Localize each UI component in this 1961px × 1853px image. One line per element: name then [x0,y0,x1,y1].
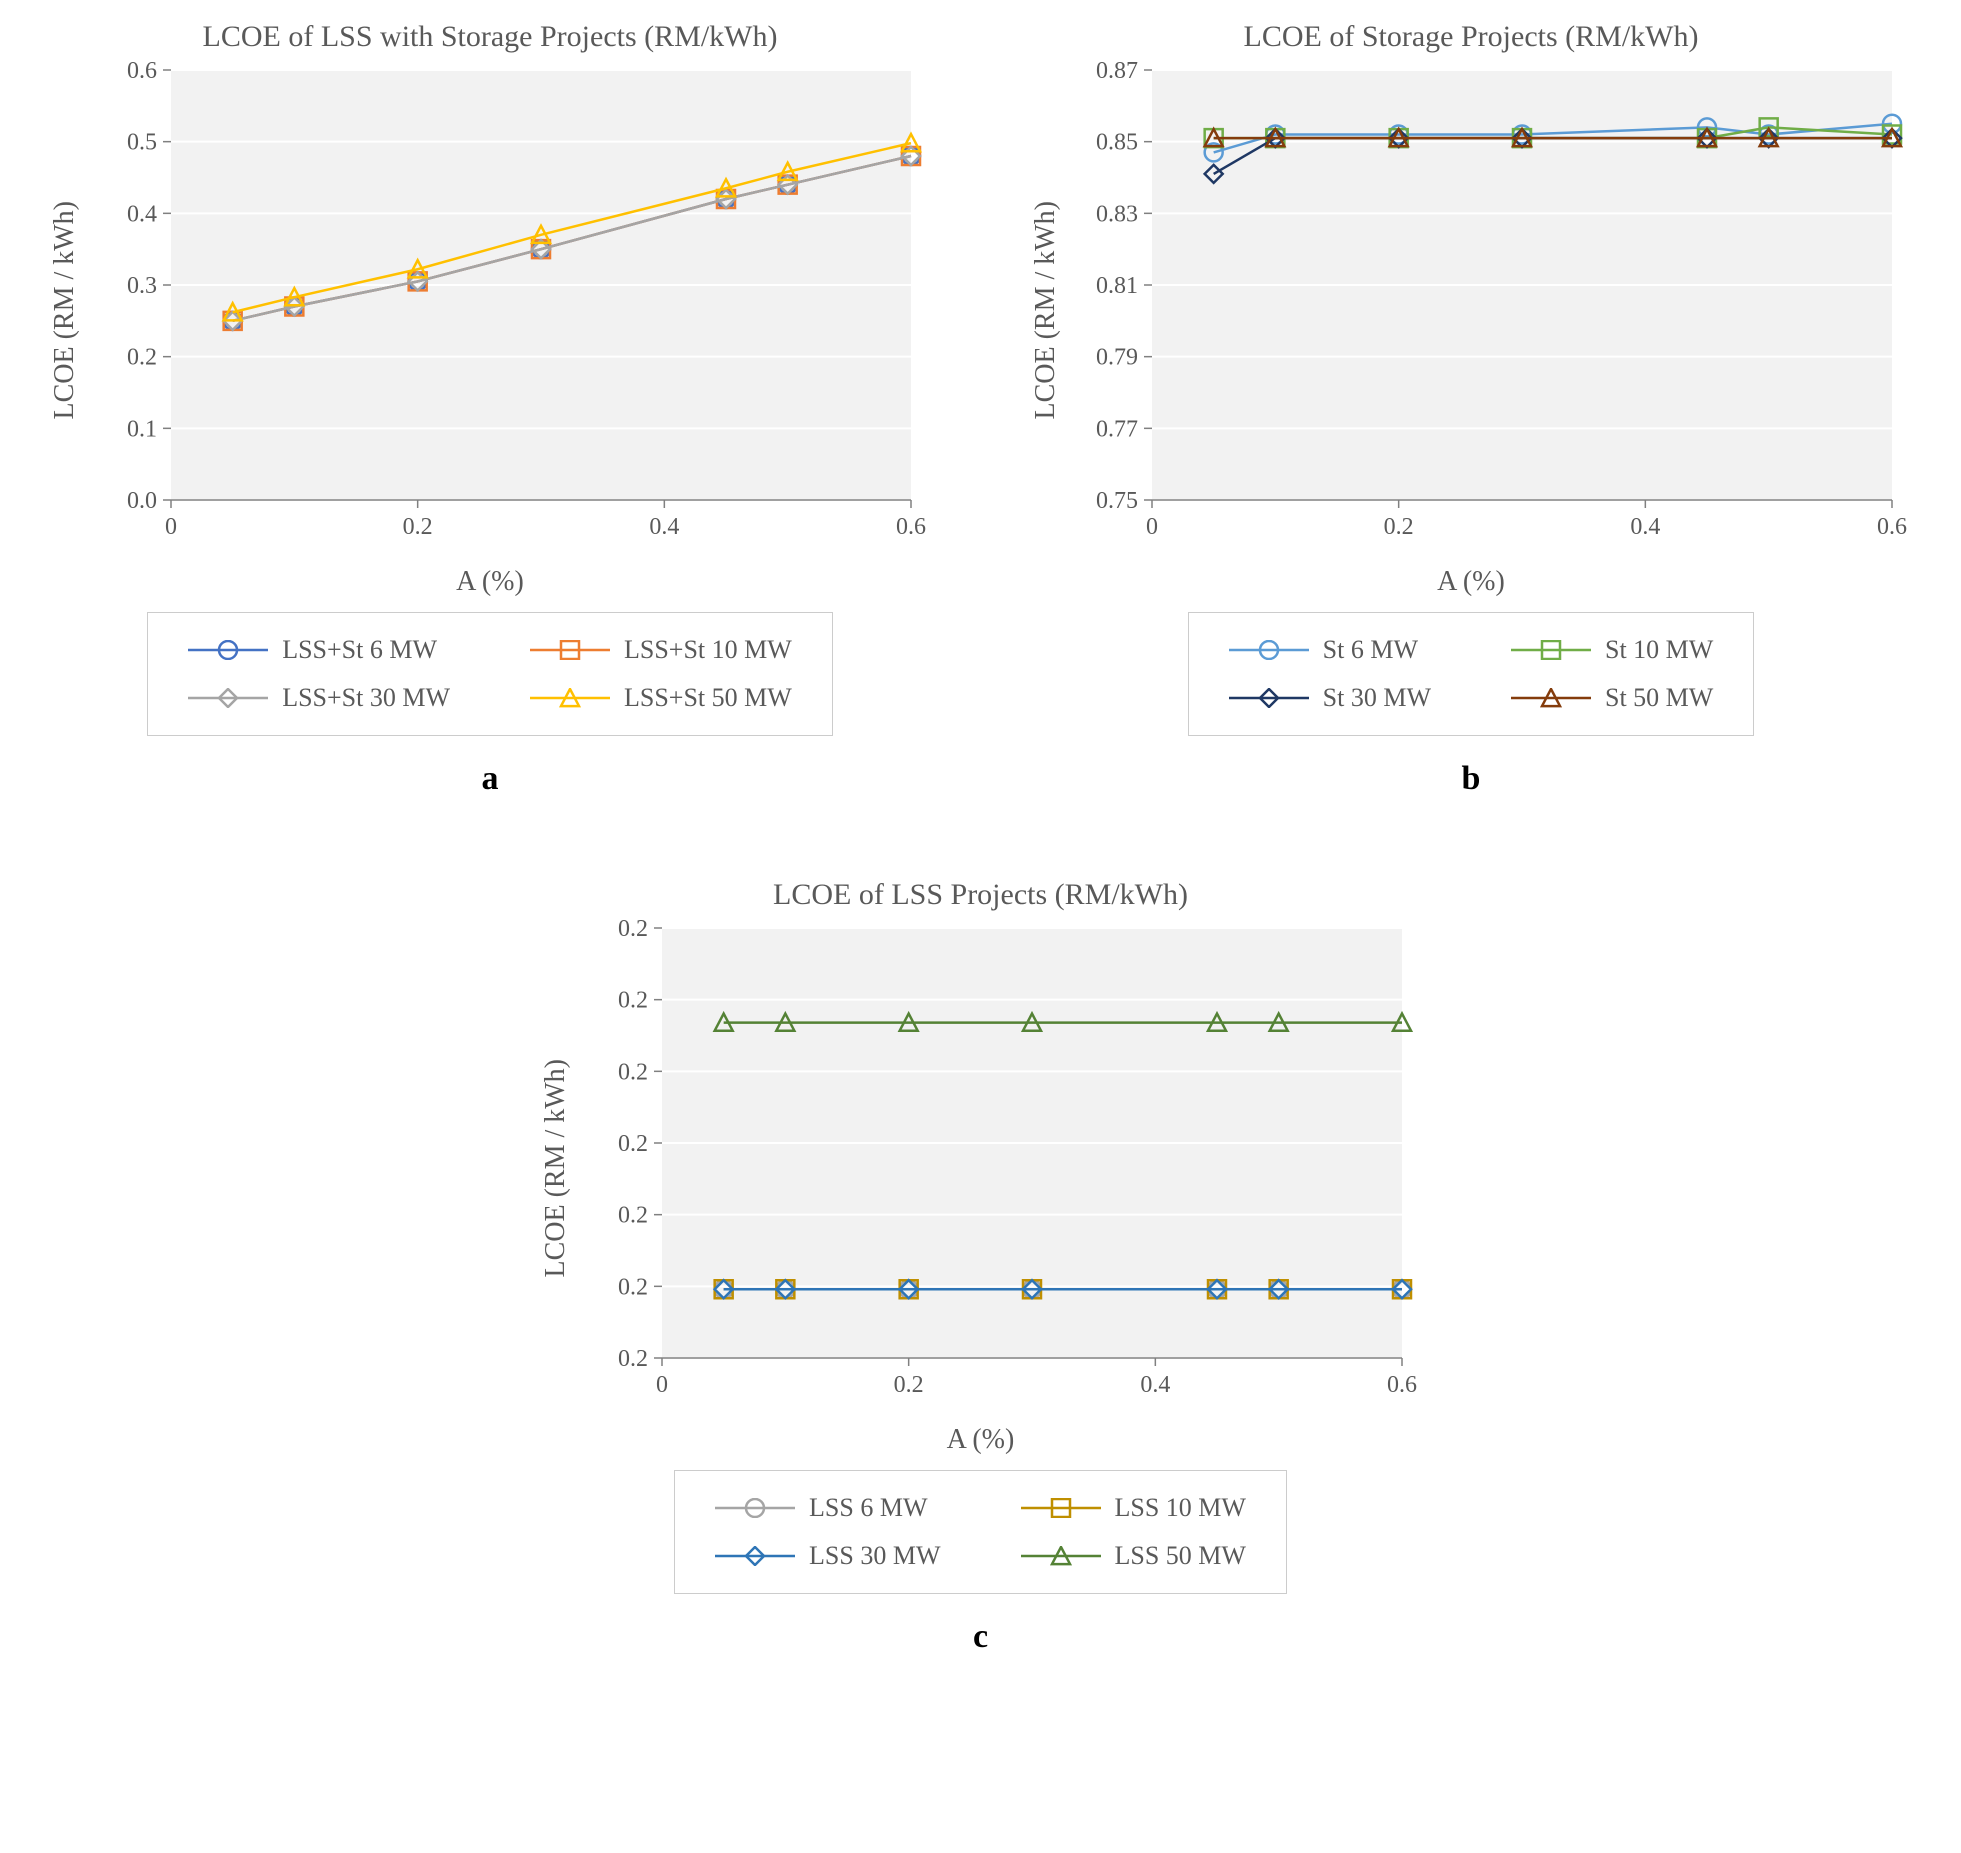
ylabel: LCOE (RM / kWh) [1030,201,1062,420]
ytick-label: 0.5 [127,130,157,156]
xtick-label: 0 [1146,514,1158,540]
ylabel: LCOE (RM / kWh) [49,201,81,420]
subplot-letter: b [1462,760,1481,798]
legend-swatch [1021,1498,1101,1518]
xlabel: A (%) [1437,566,1505,598]
chart-plot: 0.2 0.2 0.2 0.2 0.2 0.2 0.2 0 0.2 0.4 0.6 [582,918,1422,1418]
legend-label: LSS+St 50 MW [624,683,792,713]
legend-item: St 50 MW [1511,683,1713,713]
legend-label: St 50 MW [1605,683,1713,713]
legend-item: St 6 MW [1229,635,1431,665]
legend-label: St 30 MW [1323,683,1431,713]
ytick-label: 0.85 [1096,130,1138,156]
legend-item: LSS+St 30 MW [188,683,450,713]
xtick-label: 0.4 [649,514,679,540]
legend-swatch [1229,640,1309,660]
xtick-label: 0.6 [896,514,926,540]
ylabel: LCOE (RM / kWh) [540,1059,572,1278]
legend-swatch [1021,1546,1101,1566]
legend-label: LSS+St 6 MW [282,635,437,665]
legend-label: LSS+St 30 MW [282,683,450,713]
subplot-letter: c [973,1618,988,1656]
subplot-letter: a [482,760,499,798]
legend-swatch [715,1498,795,1518]
ytick-label: 0.6 [127,60,157,84]
xtick-label: 0.2 [893,1372,923,1398]
panel-b: LCOE of Storage Projects (RM/kWh) LCOE (R… [1001,20,1941,798]
xlabel: A (%) [456,566,524,598]
legend-item: LSS 30 MW [715,1541,940,1571]
ytick-label: 0.2 [127,345,157,371]
legend-item: LSS+St 50 MW [530,683,792,713]
chart-title: LCOE of LSS with Storage Projects (RM/kW… [203,20,778,54]
legend-swatch [188,688,268,708]
xtick-label: 0.2 [1384,514,1414,540]
legend-swatch [530,640,610,660]
chart-title: LCOE of LSS Projects (RM/kWh) [773,878,1188,912]
legend: LSS+St 6 MW LSS+St 10 MW LSS+St 30 MW LSS+S… [147,612,833,736]
legend-swatch [188,640,268,660]
legend-item: LSS 6 MW [715,1493,940,1523]
ytick-label: 0.4 [127,201,157,227]
ytick-label: 0.2 [618,1346,648,1372]
legend-item: St 10 MW [1511,635,1713,665]
plot-wrap: LCOE (RM / kWh)0.750.770.790.810.830.850… [1030,60,1912,560]
panel-c: LCOE of LSS Projects (RM/kWh) LCOE (RM / … [511,878,1451,1656]
legend-item: LSS+St 10 MW [530,635,792,665]
xtick-label: 0.6 [1387,1372,1417,1398]
legend-item: LSS 10 MW [1021,1493,1246,1523]
top-row: LCOE of LSS with Storage Projects (RM/kW… [20,20,1941,798]
plot-wrap: LCOE (RM / kWh)0.20.20.20.20.20.20.200.2… [540,918,1422,1418]
legend: St 6 MW St 10 MW St 30 MW St 50 MW [1188,612,1755,736]
ytick-label: 0.77 [1096,416,1138,442]
legend-label: St 6 MW [1323,635,1418,665]
legend-label: LSS+St 10 MW [624,635,792,665]
legend-swatch [715,1546,795,1566]
xtick-label: 0.6 [1877,514,1907,540]
ytick-label: 0.2 [618,1059,648,1085]
ytick-label: 0.83 [1096,201,1138,227]
ytick-label: 0.2 [618,988,648,1014]
chart-plot: 0.0 0.1 0.2 0.3 0.4 0.5 0.6 0 0.2 0.4 0.6 [91,60,931,560]
plot-wrap: LCOE (RM / kWh) 0.0 0.1 0.2 0.3 0.4 0.5 0.6 0 0.2… [49,60,931,560]
legend-swatch [1511,640,1591,660]
xtick-label: 0.2 [403,514,433,540]
legend-label: LSS 6 MW [809,1493,927,1523]
legend-label: St 10 MW [1605,635,1713,665]
xtick-label: 0.4 [1140,1372,1170,1398]
chart-plot: 0.75 0.77 0.79 0.81 0.83 0.85 0.87 0 0.2 0.4 0.6 [1072,60,1912,560]
xtick-label: 0 [165,514,177,540]
ytick-label: 0.79 [1096,345,1138,371]
ytick-label: 0.2 [618,1203,648,1229]
legend-swatch [1229,688,1309,708]
legend: LSS 6 MW LSS 10 MW LSS 30 MW LSS 50 MW [674,1470,1287,1594]
panel-a: LCOE of LSS with Storage Projects (RM/kW… [20,20,960,798]
legend-swatch [1511,688,1591,708]
legend-item: St 30 MW [1229,683,1431,713]
xtick-label: 0 [656,1372,668,1398]
ytick-label: 0.87 [1096,60,1138,84]
legend-label: LSS 10 MW [1115,1493,1246,1523]
ytick-label: 0.2 [618,1131,648,1157]
ytick-label: 0.81 [1096,273,1138,299]
ytick-label: 0.2 [618,918,648,942]
ytick-label: 0.75 [1096,488,1138,514]
ytick-label: 0.1 [127,416,157,442]
legend-swatch [530,688,610,708]
legend-item: LSS 50 MW [1021,1541,1246,1571]
ytick-label: 0.0 [127,488,157,514]
xtick-label: 0.4 [1630,514,1660,540]
chart-title: LCOE of Storage Projects (RM/kWh) [1244,20,1699,54]
legend-item: LSS+St 6 MW [188,635,450,665]
ytick-label: 0.2 [618,1274,648,1300]
xlabel: A (%) [947,1424,1015,1456]
ytick-label: 0.3 [127,273,157,299]
legend-label: LSS 30 MW [809,1541,940,1571]
legend-label: LSS 50 MW [1115,1541,1246,1571]
